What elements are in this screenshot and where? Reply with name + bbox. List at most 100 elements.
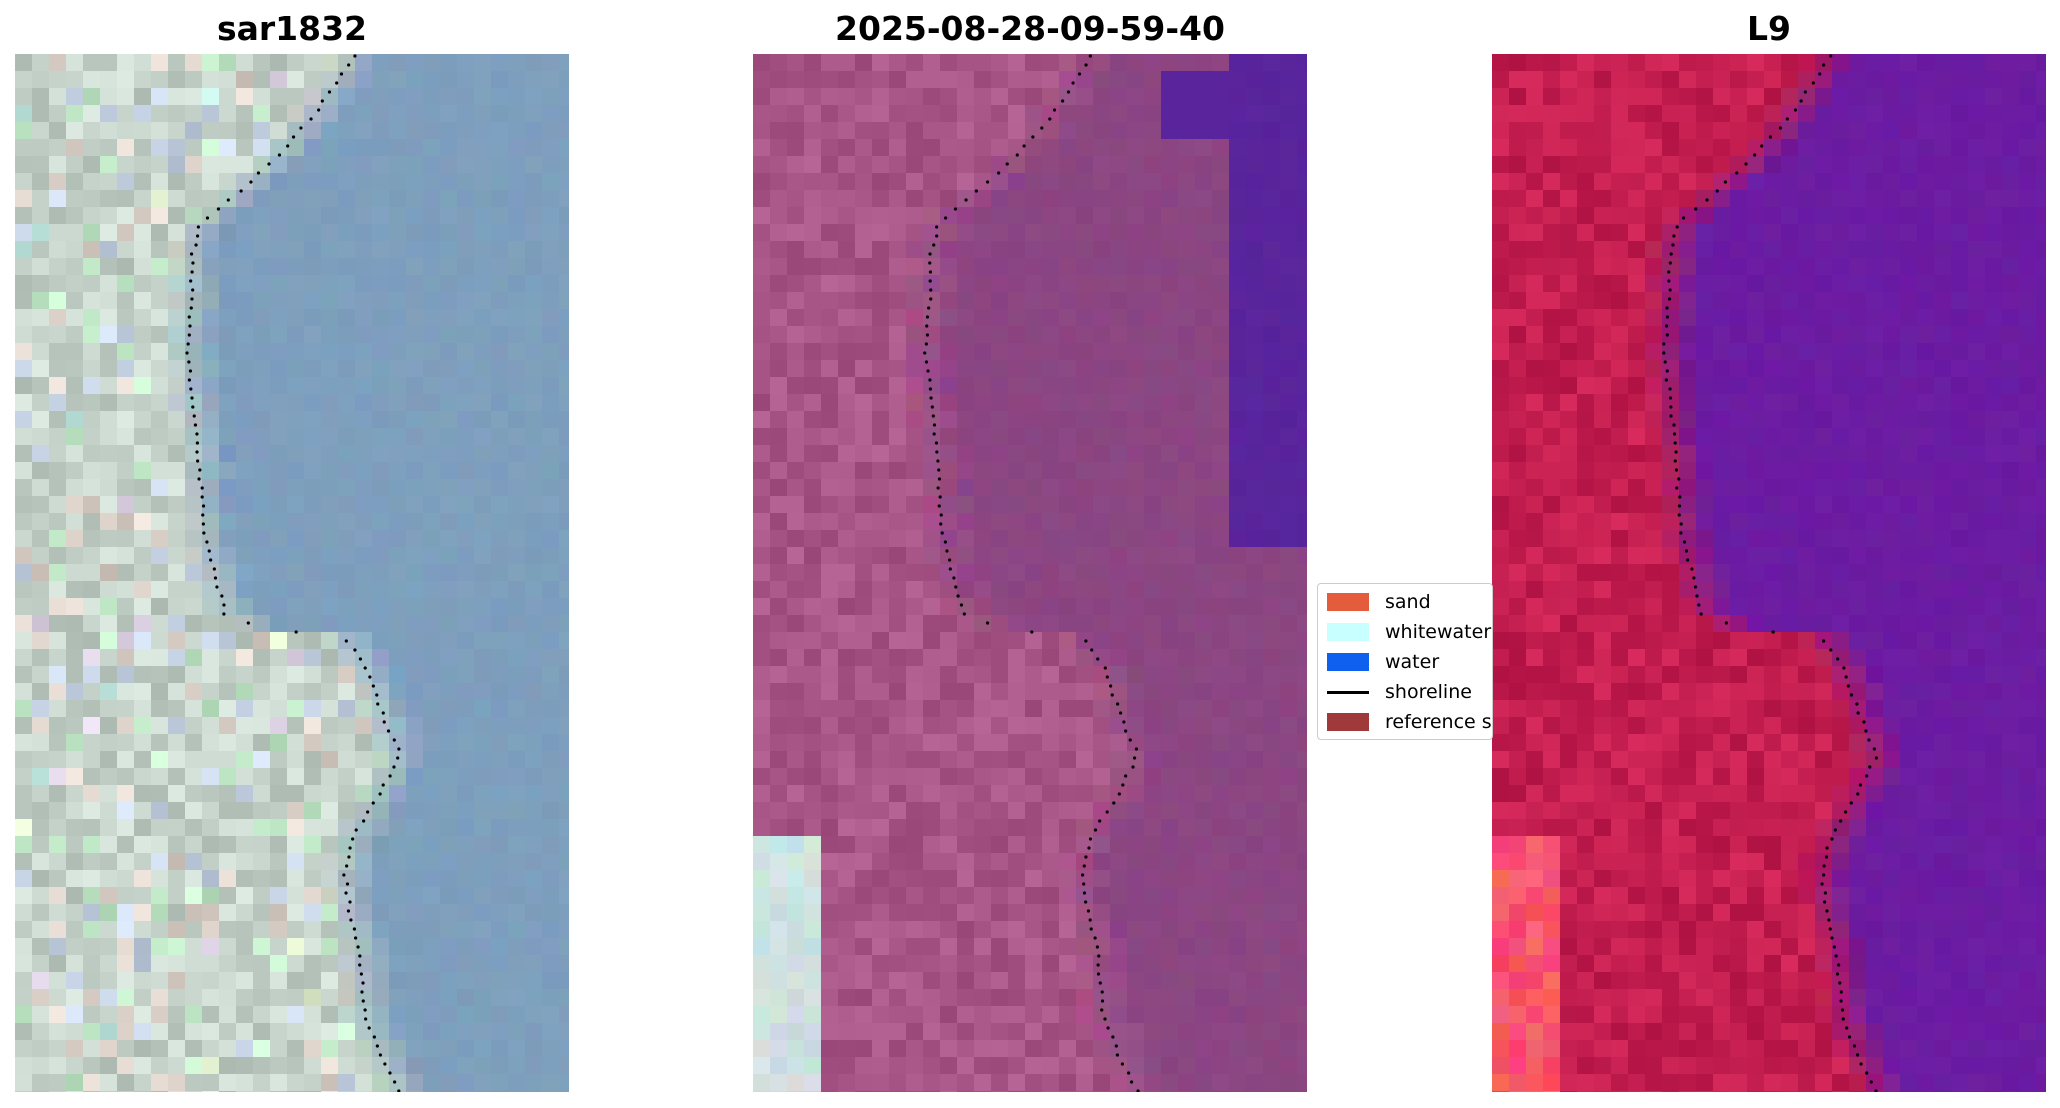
shoreline-point xyxy=(1665,315,1670,319)
shoreline-point xyxy=(1821,873,1826,877)
shoreline-point xyxy=(947,558,952,562)
shoreline-point xyxy=(925,315,930,319)
shoreline-point xyxy=(1097,954,1101,958)
shoreline-point xyxy=(924,342,928,346)
shoreline-point xyxy=(1699,612,1703,616)
shoreline-point xyxy=(226,198,230,202)
shoreline-point xyxy=(309,117,313,121)
shoreline-point xyxy=(937,477,942,481)
shoreline-point xyxy=(1693,585,1698,589)
shoreline-point xyxy=(1667,297,1672,301)
panel-title-sar: sar1832 xyxy=(216,9,368,48)
shoreline-point xyxy=(344,891,348,895)
shoreline-point xyxy=(193,423,198,427)
shoreline-point xyxy=(1665,333,1669,337)
shoreline-point xyxy=(1105,675,1109,679)
panel-title-date: 2025-08-28-09-59-40 xyxy=(835,9,1225,48)
shoreline-point xyxy=(396,756,400,760)
shoreline-point xyxy=(945,549,949,553)
shoreline-point xyxy=(1088,918,1092,922)
shoreline-point xyxy=(1084,63,1088,67)
shoreline-point xyxy=(207,549,211,553)
shoreline-point xyxy=(1697,603,1701,607)
shoreline-point xyxy=(190,396,194,400)
shoreline-point xyxy=(201,522,205,526)
shoreline-point xyxy=(997,171,1001,175)
shoreline-point xyxy=(1672,234,1676,238)
shoreline-point xyxy=(286,144,290,148)
shoreline-point xyxy=(1665,306,1669,310)
shoreline-point xyxy=(382,720,386,724)
shoreline-point xyxy=(191,405,195,409)
legend-item-whitewater: whitewater xyxy=(1327,618,1491,646)
legend-label-water: water xyxy=(1385,651,1440,673)
shoreline-point xyxy=(935,225,939,229)
shoreline-point xyxy=(196,459,200,463)
shoreline-point xyxy=(1828,927,1832,931)
shoreline-point xyxy=(1674,468,1679,472)
shoreline-point xyxy=(962,612,966,616)
shoreline-point xyxy=(1132,756,1137,760)
shoreline-point xyxy=(185,351,189,355)
shoreline-point xyxy=(381,783,385,787)
shoreline-point xyxy=(952,576,956,580)
shoreline-point xyxy=(943,540,948,544)
shoreline-point xyxy=(195,450,199,454)
shoreline-point xyxy=(353,54,357,58)
shoreline-point xyxy=(1122,720,1126,724)
shoreline-point xyxy=(346,909,351,913)
shoreline-point xyxy=(1096,657,1100,661)
shoreline-point xyxy=(1082,864,1086,868)
shoreline-point xyxy=(1679,531,1683,535)
shoreline-point xyxy=(187,333,191,337)
shoreline-point xyxy=(1842,666,1846,670)
shoreline-point xyxy=(930,405,934,409)
shoreline-point xyxy=(1849,801,1853,805)
shoreline-point xyxy=(932,243,936,247)
shoreline-point xyxy=(393,1080,397,1084)
shoreline-point xyxy=(959,603,964,607)
shoreline-point xyxy=(1839,990,1843,994)
legend-swatch-water xyxy=(1327,653,1369,671)
shoreline-point xyxy=(1087,846,1091,850)
shoreline-point xyxy=(1088,837,1093,841)
shoreline-point xyxy=(925,333,930,337)
shoreline-point xyxy=(1663,360,1667,364)
shoreline-point xyxy=(205,216,210,220)
shoreline-point xyxy=(354,936,358,940)
shoreline-point xyxy=(1811,81,1815,85)
shoreline-point xyxy=(1675,225,1679,229)
shoreline-point xyxy=(1096,972,1101,976)
shoreline-point xyxy=(985,180,990,184)
shoreline-point xyxy=(1662,342,1666,346)
shoreline-point xyxy=(348,900,352,904)
shoreline-point xyxy=(1106,1026,1110,1030)
shoreline-point xyxy=(1872,747,1876,751)
shoreline-point xyxy=(935,450,939,454)
shoreline-point xyxy=(368,675,372,679)
shoreline-point xyxy=(1830,837,1834,841)
legend-item-sand: sand xyxy=(1327,588,1431,616)
legend-label-whitewater: whitewater xyxy=(1385,621,1492,643)
shoreline-point xyxy=(186,342,190,346)
shoreline-point xyxy=(928,252,932,256)
shoreline-point xyxy=(1844,675,1848,679)
shoreline-point xyxy=(1856,792,1860,796)
shoreline-point xyxy=(359,972,363,976)
shoreline-point xyxy=(1667,279,1671,283)
shoreline-point xyxy=(1855,702,1859,706)
shoreline-point xyxy=(1682,216,1686,220)
shoreline-point xyxy=(1715,189,1719,193)
shoreline-point xyxy=(1841,1017,1845,1021)
shoreline-point xyxy=(344,639,348,643)
shoreline-point xyxy=(1679,522,1683,526)
shoreline-point xyxy=(1682,540,1687,544)
shoreline-point xyxy=(1668,396,1673,400)
shoreline-point xyxy=(256,171,261,175)
shoreline-point xyxy=(1128,738,1132,742)
shoreline-point xyxy=(1136,1089,1140,1092)
shoreline-point xyxy=(1869,1080,1873,1084)
shoreline-point xyxy=(1114,1044,1118,1048)
shoreline-point xyxy=(1753,153,1757,157)
shoreline-point xyxy=(200,486,204,490)
